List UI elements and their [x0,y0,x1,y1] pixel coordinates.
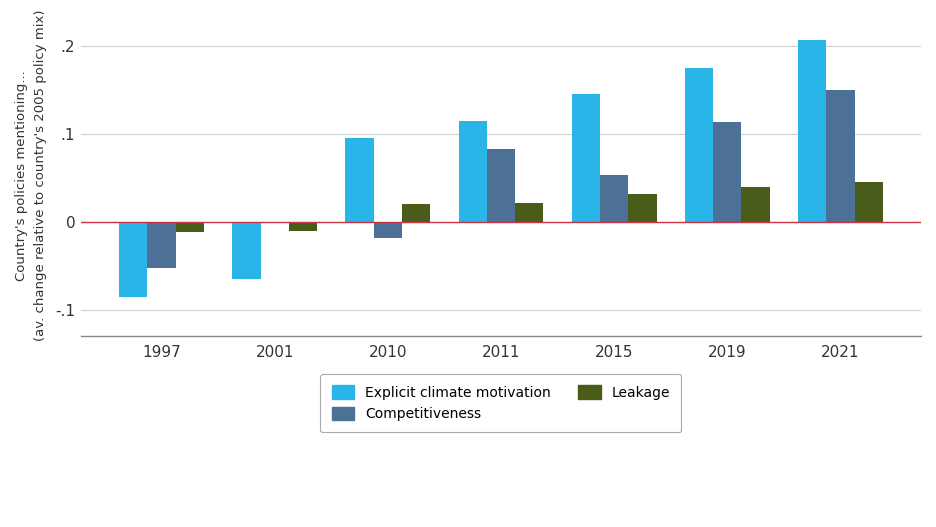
Bar [826,90,855,222]
Bar [232,222,260,279]
Legend: Explicit climate motivation, Competitiveness, Leakage: Explicit climate motivation, Competitive… [320,374,681,432]
Bar [855,182,883,222]
Bar [600,175,628,222]
Bar [459,121,487,222]
Bar [373,222,402,238]
Bar [289,222,317,231]
Bar [119,222,147,297]
Bar [741,187,769,222]
Bar [515,202,544,222]
Y-axis label: Country's policies mentioning...
(av. change relative to country's 2005 policy m: Country's policies mentioning... (av. ch… [15,10,47,341]
Bar [402,204,431,222]
Bar [713,122,741,222]
Bar [487,149,515,222]
Bar [685,68,713,222]
Bar [572,94,600,222]
Bar [798,40,826,222]
Bar [176,222,204,232]
Bar [345,138,373,222]
Bar [628,194,656,222]
Bar [147,222,176,268]
